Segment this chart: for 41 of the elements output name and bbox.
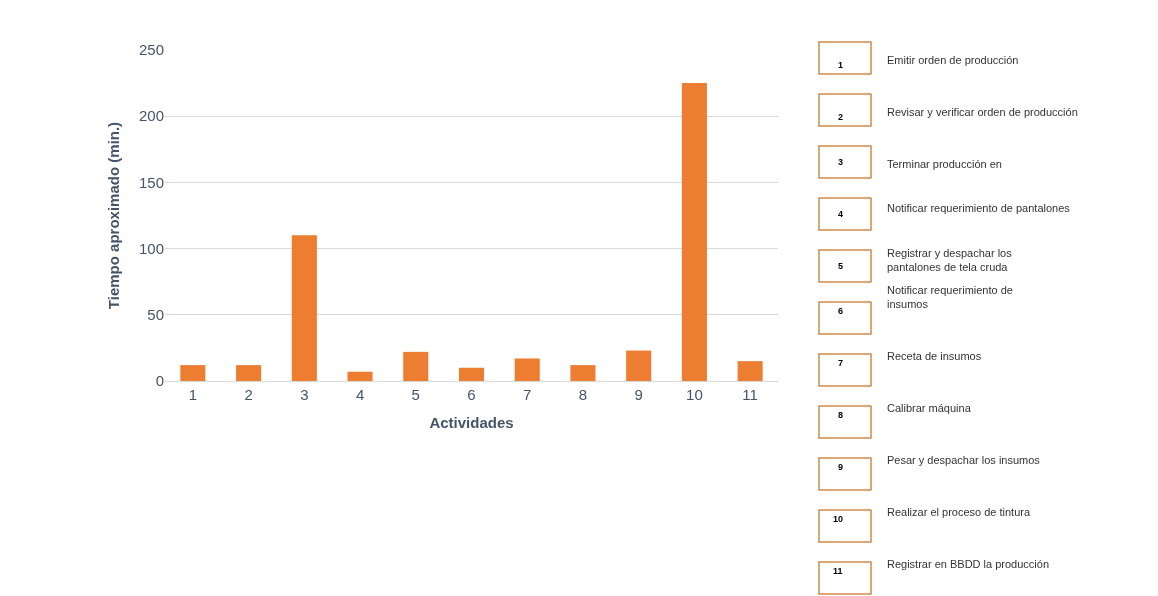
x-axis-title: Actividades [429, 414, 514, 431]
x-tick-label: 11 [742, 386, 758, 403]
category-label: 9 [838, 462, 844, 472]
x-tick-label: 3 [300, 386, 309, 403]
category-label: 7 [838, 358, 844, 368]
y-tick-label: 200 [138, 107, 164, 125]
y-tick-label: 150 [138, 173, 164, 191]
category-label: 4 [838, 209, 844, 219]
y-tick-label: 100 [138, 239, 164, 257]
y-tick-label: 50 [147, 306, 164, 324]
text: Registrar y despachar los pantalones de tela cruda [887, 247, 1013, 274]
text: Notificar requerimiento de insumos [887, 284, 1013, 311]
y-axis-title: Tiempo aproximado (min.) [105, 121, 123, 310]
category-label: 3 [838, 157, 844, 167]
x-tick-label: 10 [686, 386, 703, 403]
category-label: 1 [838, 60, 844, 70]
category-label: 2 [838, 112, 844, 122]
text: Notificar requerimiento de pantalones [887, 202, 1071, 214]
text: Receta de insumos [887, 350, 982, 362]
category-label: 10 [833, 514, 844, 524]
text: Realizar el proceso de tintura [887, 506, 1031, 518]
text: Registrar en BBDD la producción [887, 558, 1050, 570]
category-label: 11 [833, 566, 843, 576]
x-tick-label: 4 [355, 386, 365, 403]
x-tick-label: 5 [411, 386, 420, 403]
text: Revisar y verificar orden de producción [887, 106, 1078, 118]
y-tick-label: 0 [155, 372, 164, 390]
text: Emitir orden de producción [887, 54, 1019, 66]
text: Pesar y despachar los insumos [887, 454, 1041, 466]
x-tick-label: 9 [634, 386, 643, 403]
x-tick-label: 8 [578, 386, 588, 403]
text: Calibrar máquina [887, 402, 972, 414]
y-tick-label: 250 [138, 41, 164, 59]
x-tick-label: 7 [523, 386, 532, 403]
x-tick-label: 1 [188, 386, 198, 403]
category-label: 6 [838, 306, 844, 316]
x-tick-label: 2 [244, 386, 253, 403]
text: Terminar producción en [887, 158, 1002, 170]
x-tick-label: 6 [467, 386, 476, 403]
category-label: 8 [838, 410, 844, 420]
category-label: 5 [838, 261, 844, 271]
